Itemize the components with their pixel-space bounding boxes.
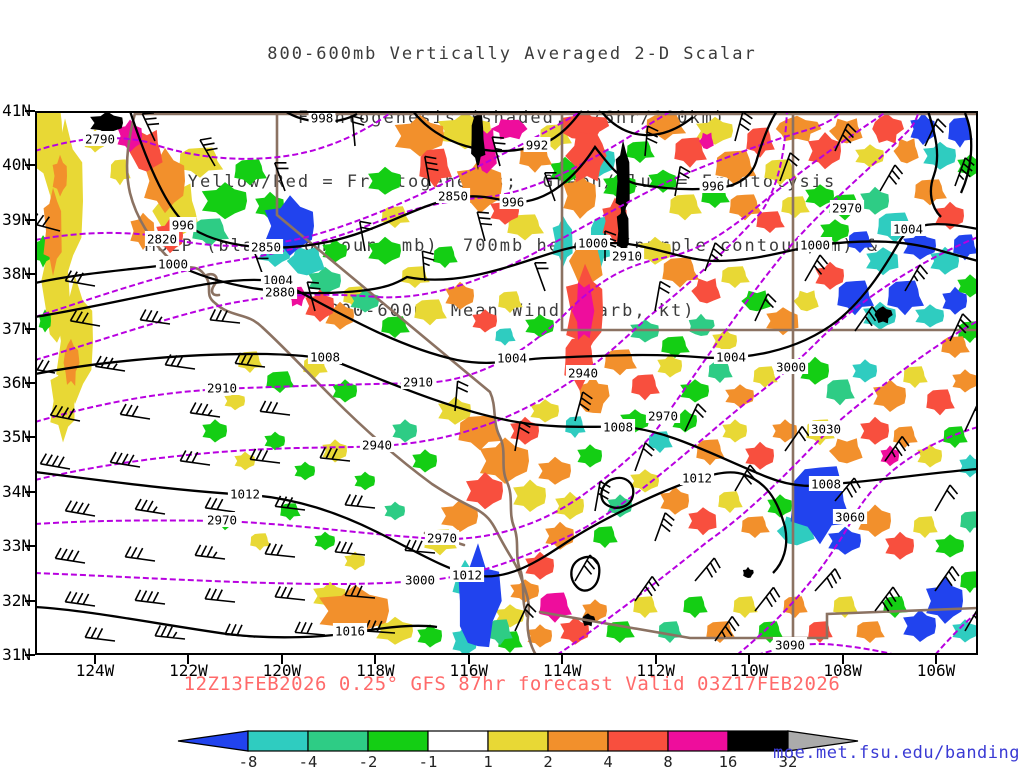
svg-text:2880: 2880 xyxy=(265,285,295,300)
lat-label: 38N xyxy=(2,264,31,284)
lat-tick xyxy=(25,545,35,548)
svg-text:-4: -4 xyxy=(299,753,318,768)
svg-text:2970: 2970 xyxy=(832,201,862,216)
lon-label: 124W xyxy=(75,661,115,680)
lat-label: 34N xyxy=(2,481,31,501)
lat-tick xyxy=(25,164,35,167)
svg-text:-2: -2 xyxy=(359,753,378,768)
svg-text:1004: 1004 xyxy=(263,273,293,288)
svg-text:1000: 1000 xyxy=(158,257,188,272)
svg-text:1000: 1000 xyxy=(578,236,608,251)
lat-label: 40N xyxy=(2,155,31,175)
lat-tick xyxy=(25,273,35,276)
lon-tick xyxy=(187,655,190,664)
lat-label: 37N xyxy=(2,318,31,338)
svg-text:1012: 1012 xyxy=(682,471,712,486)
svg-text:996: 996 xyxy=(172,218,195,233)
lat-label: 33N xyxy=(2,536,31,556)
title-line-1: 800-600mb Vertically Averaged 2-D Scalar xyxy=(267,43,757,64)
svg-text:996: 996 xyxy=(702,179,725,194)
svg-text:1012: 1012 xyxy=(230,487,260,502)
svg-text:3090: 3090 xyxy=(775,638,805,653)
svg-text:4: 4 xyxy=(603,753,612,768)
svg-text:1: 1 xyxy=(483,753,492,768)
lat-label: 41N xyxy=(2,101,31,120)
colorbar: -8 -4 -2 -1 1 2 4 8 16 32 xyxy=(177,730,859,768)
lon-label: 110W xyxy=(729,661,769,680)
lat-tick xyxy=(25,654,35,656)
lon-label: 122W xyxy=(169,661,208,680)
svg-text:3000: 3000 xyxy=(776,360,806,375)
svg-text:2850: 2850 xyxy=(438,189,468,204)
svg-text:992: 992 xyxy=(526,138,549,153)
lon-label: 108W xyxy=(823,661,862,680)
svg-text:-1: -1 xyxy=(419,753,438,768)
svg-text:1004: 1004 xyxy=(716,350,746,365)
svg-text:1000: 1000 xyxy=(800,238,830,253)
svg-text:2970: 2970 xyxy=(427,531,457,546)
lon-tick xyxy=(654,655,657,664)
svg-text:16: 16 xyxy=(719,753,738,768)
svg-text:2970: 2970 xyxy=(207,513,237,528)
lon-label: 116W xyxy=(449,661,489,680)
svg-text:3000: 3000 xyxy=(405,573,435,588)
lon-tick xyxy=(94,655,96,664)
svg-text:3030: 3030 xyxy=(811,422,841,437)
svg-text:1008: 1008 xyxy=(811,477,841,492)
lat-tick xyxy=(25,327,35,330)
svg-text:3060: 3060 xyxy=(835,510,865,525)
lat-tick xyxy=(25,490,35,493)
lat-label: 36N xyxy=(2,373,31,392)
lon-tick xyxy=(374,655,377,664)
lat-tick xyxy=(25,218,35,221)
lon-tick xyxy=(841,655,844,664)
svg-text:2910: 2910 xyxy=(612,249,642,264)
lat-tick xyxy=(25,436,35,439)
svg-text:2820: 2820 xyxy=(147,232,177,247)
lat-label: 35N xyxy=(2,427,31,447)
svg-text:8: 8 xyxy=(663,753,672,768)
lon-label: 118W xyxy=(356,661,395,680)
lat-label: 39N xyxy=(2,209,31,229)
svg-text:1008: 1008 xyxy=(603,420,633,435)
svg-text:2850: 2850 xyxy=(251,240,281,255)
svg-text:2940: 2940 xyxy=(362,438,392,453)
lon-tick xyxy=(280,655,283,664)
svg-text:1004: 1004 xyxy=(893,222,923,237)
svg-text:998: 998 xyxy=(311,111,334,126)
svg-text:2910: 2910 xyxy=(207,381,237,396)
forecast-caption: 12Z13FEB2026 0.25° GFS 87hr forecast Val… xyxy=(183,673,841,695)
lon-tick xyxy=(467,655,470,664)
svg-text:2910: 2910 xyxy=(403,375,433,390)
svg-text:1004: 1004 xyxy=(497,351,527,366)
lat-tick xyxy=(25,599,35,602)
lon-label: 114W xyxy=(542,661,582,680)
source-link[interactable]: moe.met.fsu.edu/banding xyxy=(773,743,1020,763)
svg-text:1016: 1016 xyxy=(335,624,365,639)
lat-tick xyxy=(25,110,35,112)
lon-tick xyxy=(561,655,564,664)
lat-label: 32N xyxy=(2,590,31,610)
lon-label: 106W xyxy=(916,661,956,680)
svg-text:1012: 1012 xyxy=(452,568,482,583)
lon-tick xyxy=(935,655,938,664)
svg-text:32: 32 xyxy=(779,753,798,768)
lon-label: 112W xyxy=(636,661,675,680)
lon-label: 120W xyxy=(262,661,302,680)
svg-text:2790: 2790 xyxy=(85,132,115,147)
svg-text:-8: -8 xyxy=(239,753,258,768)
svg-text:1008: 1008 xyxy=(310,350,340,365)
svg-text:996: 996 xyxy=(502,195,525,210)
svg-text:2: 2 xyxy=(543,753,552,768)
lon-tick xyxy=(748,655,751,664)
lat-tick xyxy=(25,382,35,384)
lat-label: 31N xyxy=(2,645,31,664)
map-plot-area: 2790 998 992 2850 996 996 996 2820 2850 1000 1004 2… xyxy=(35,111,978,655)
svg-text:2970: 2970 xyxy=(648,409,678,424)
svg-text:2940: 2940 xyxy=(568,366,598,381)
